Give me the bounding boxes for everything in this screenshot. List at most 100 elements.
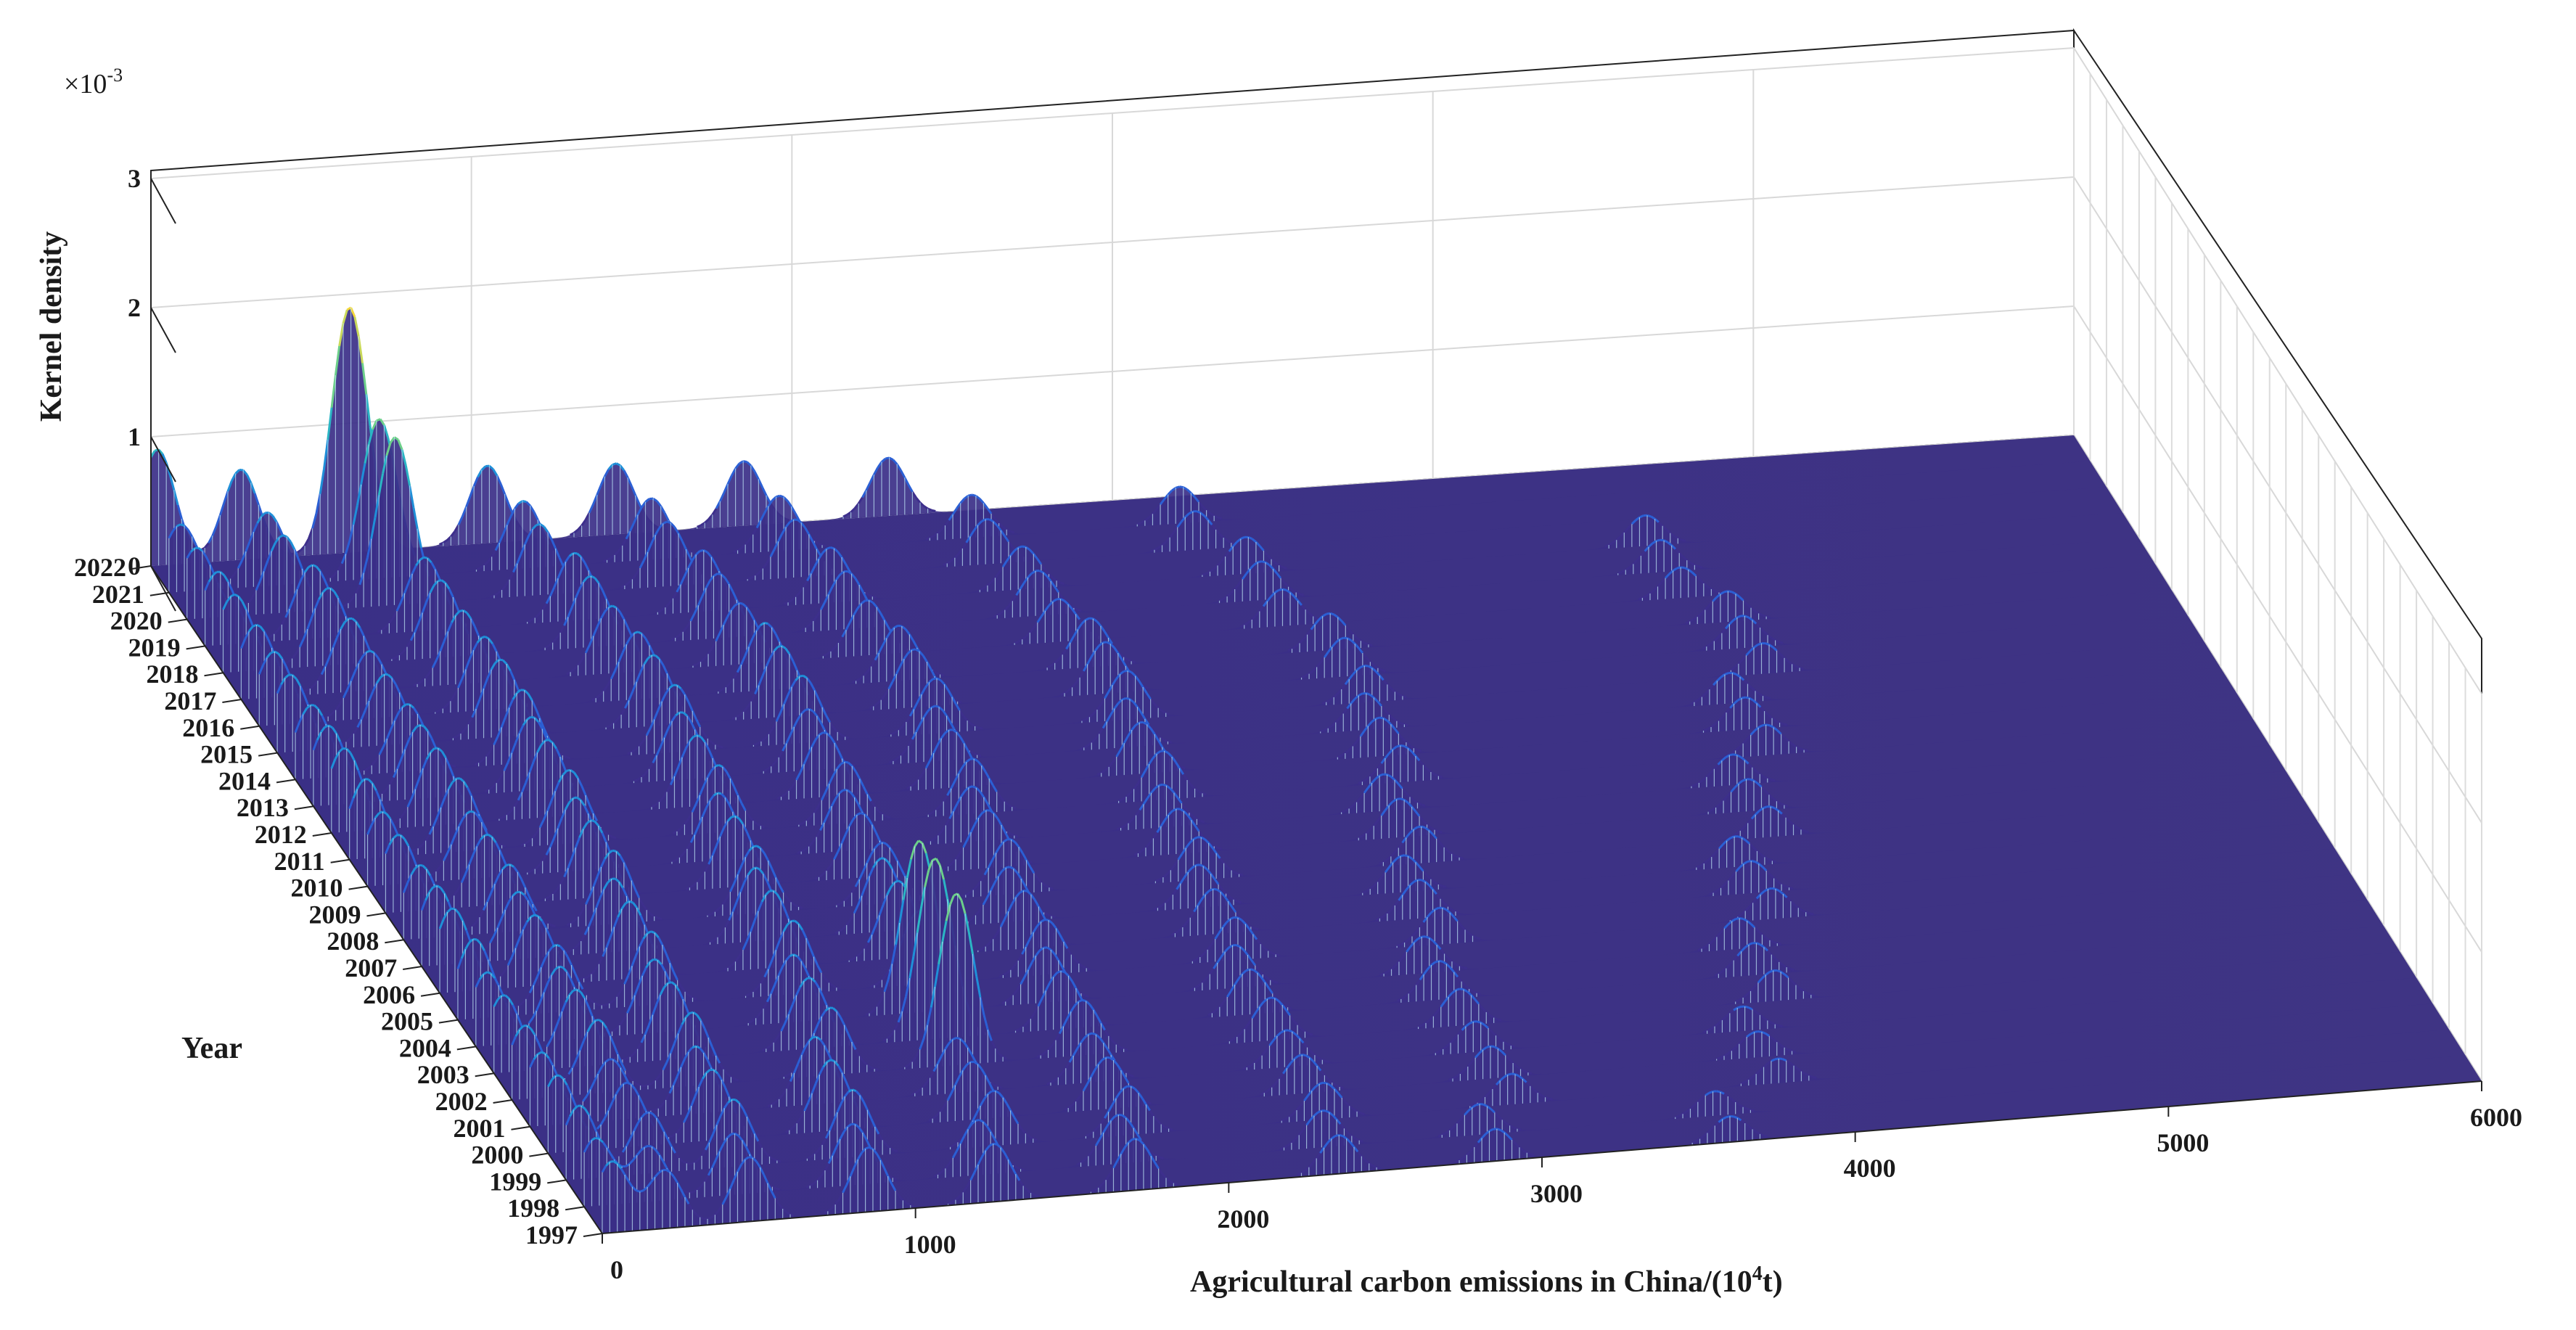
density-ridge-line <box>1435 774 1438 776</box>
density-ridge-line <box>1678 538 1681 540</box>
density-ridge-line <box>271 652 274 653</box>
density-ridge-line <box>1400 855 1404 856</box>
density-ridge-line <box>1376 718 1379 719</box>
density-ridge-line <box>1400 799 1404 800</box>
density-ridge-line <box>1155 879 1159 881</box>
density-ridge-line <box>780 496 784 497</box>
density-ridge-line <box>392 657 395 659</box>
density-ridge-line <box>693 664 697 665</box>
density-ridge-line <box>535 915 538 916</box>
density-ridge-line <box>830 547 834 548</box>
density-ridge-line <box>932 510 935 511</box>
density-ridge-line <box>1404 724 1408 725</box>
density-ridge-line <box>1757 644 1761 645</box>
density-ridge-line <box>545 740 549 741</box>
density-ridge-line <box>521 844 525 845</box>
density-ridge-line <box>1296 592 1300 594</box>
density-ridge-line <box>1765 644 1769 645</box>
density-ridge-line <box>1202 574 1206 575</box>
density-ridge-line <box>1151 550 1154 551</box>
density-ridge-line <box>424 557 427 558</box>
density-ridge-line <box>1403 696 1406 697</box>
density-ridge-line <box>283 535 287 537</box>
density-ridge-line <box>1732 673 1736 674</box>
density-ridge-line <box>1282 589 1286 590</box>
density-ridge-line <box>1438 776 1442 777</box>
density-ridge-line <box>1763 696 1767 697</box>
density-ridge-line <box>1731 837 1734 838</box>
density-ridge-line <box>845 762 848 763</box>
density-ridge-line <box>1744 616 1748 617</box>
density-ridge-line <box>1694 565 1698 567</box>
density-ridge-line <box>692 552 695 554</box>
density-ridge-line <box>1197 512 1200 513</box>
density-ridge-line <box>1202 793 1206 795</box>
density-ridge-line <box>1784 805 1788 806</box>
density-ridge-line <box>612 837 616 838</box>
density-ridge-line <box>977 755 981 756</box>
density-ridge-line <box>1061 693 1065 694</box>
density-ridge-line <box>799 907 803 908</box>
density-ridge-line <box>1438 884 1442 886</box>
density-ridge-line <box>1166 713 1170 715</box>
density-ridge-line <box>459 610 463 611</box>
density-ridge-line <box>1682 540 1686 541</box>
density-ridge-line <box>1060 583 1064 584</box>
density-ridge-line <box>1724 591 1728 592</box>
density-ridge-line <box>1686 622 1689 623</box>
density-ridge-line <box>313 565 316 567</box>
density-ridge-line <box>1781 803 1784 805</box>
density-ridge-line <box>799 823 803 824</box>
density-ridge-line <box>882 842 886 844</box>
density-ridge-line <box>580 978 583 979</box>
density-ridge-line <box>485 834 488 835</box>
density-ridge-line <box>975 726 979 728</box>
density-ridge-line <box>1018 546 1022 548</box>
density-ridge-line <box>414 684 417 686</box>
density-ridge-line <box>1417 826 1421 827</box>
density-ridge-line <box>1742 779 1746 781</box>
density-ridge-line <box>1218 517 1221 518</box>
density-ridge-line <box>943 563 947 565</box>
density-ridge-line <box>528 871 531 873</box>
density-ridge-line <box>734 551 737 552</box>
density-ridge-line <box>584 977 588 978</box>
density-ridge-line <box>343 748 347 749</box>
density-ridge-line <box>1750 779 1754 781</box>
density-ridge-line <box>609 606 612 607</box>
density-ridge-line <box>1049 887 1053 889</box>
density-ridge-line <box>433 886 437 887</box>
density-ridge-line <box>826 547 830 549</box>
density-ridge-line <box>566 951 570 952</box>
density-ridge-line <box>1422 826 1425 828</box>
density-ridge-line <box>506 864 510 865</box>
density-ridge-line <box>739 603 742 604</box>
density-ridge-line <box>587 576 591 578</box>
density-ridge-line <box>671 638 675 639</box>
density-ridge-line <box>1089 618 1093 619</box>
density-ridge-line <box>1322 702 1326 704</box>
density-ridge-line <box>968 495 972 496</box>
density-ridge-line <box>1400 723 1404 725</box>
density-ridge-line <box>435 711 439 713</box>
density-ridge-line <box>962 895 966 896</box>
density-ridge-line <box>852 681 856 682</box>
density-ridge-line <box>1767 697 1771 698</box>
density-ridge-line <box>1162 784 1166 785</box>
density-ridge-line <box>1128 670 1131 672</box>
density-ridge-line <box>551 925 555 926</box>
density-ridge-line <box>1239 874 1243 875</box>
density-ridge-line <box>697 720 701 721</box>
density-ridge-line <box>805 709 809 710</box>
density-ridge-line <box>1382 670 1385 671</box>
density-ridge-line <box>567 770 570 771</box>
density-ridge-line <box>522 501 526 502</box>
density-ridge-line <box>1011 531 1014 533</box>
density-ridge-line <box>324 717 328 718</box>
density-ridge-line <box>1279 589 1282 590</box>
density-ridge-line <box>932 706 935 707</box>
density-ridge-line <box>1122 698 1125 699</box>
density-ridge-line <box>797 852 801 853</box>
density-ridge-line <box>1691 785 1695 787</box>
density-ridge-line <box>1283 567 1287 569</box>
